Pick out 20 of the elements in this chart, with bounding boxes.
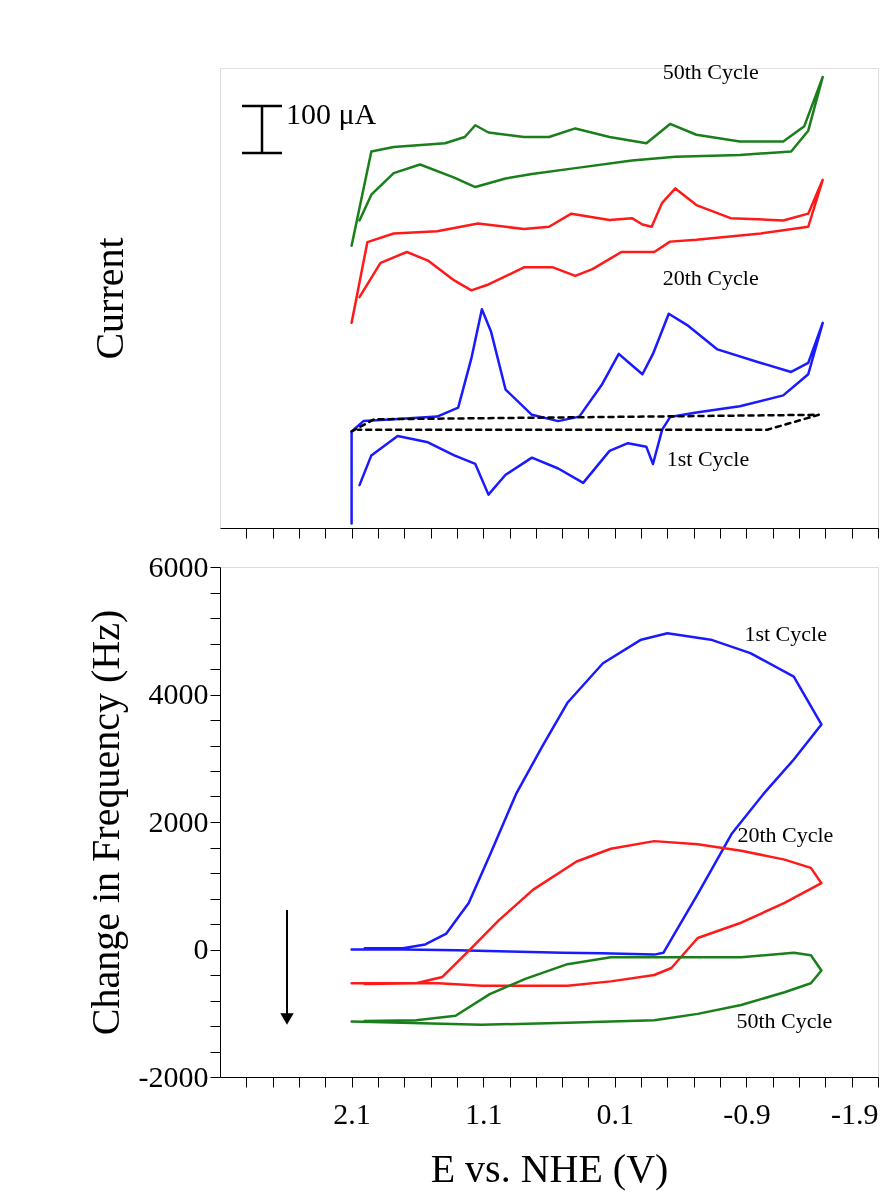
y-axis-title: Current [86,237,132,360]
y-tick-label: 0 [193,932,209,965]
y-tick-label: 2000 [148,804,209,838]
series-label: 1st Cycle [666,445,750,471]
x-tick-label: 2.1 [333,1096,371,1130]
x-tick-label: -1.9 [831,1096,879,1130]
x-tick-label: -0.9 [723,1096,771,1130]
y-axis-title: Change in Frequency (Hz) [82,609,128,1036]
series-label: 20th Cycle [737,822,834,848]
series-label: 50th Cycle [736,1007,833,1033]
y-tick-label: 4000 [148,677,209,710]
series-label: 20th Cycle [662,264,759,290]
series-label: 50th Cycle [662,59,759,85]
y-tick-label: -2000 [138,1059,209,1093]
x-tick-label: 1.1 [464,1096,503,1130]
annotation: 100 μA [286,96,377,130]
y-tick-label: 6000 [148,549,209,583]
x-tick-label: 0.1 [596,1096,635,1130]
x-axis-title: E vs. NHE (V) [430,1145,669,1191]
series-label: 1st Cycle [744,621,827,647]
